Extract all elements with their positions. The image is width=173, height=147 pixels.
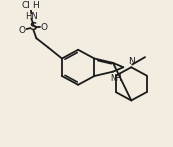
Text: O: O: [18, 26, 25, 35]
Text: H: H: [32, 1, 39, 10]
Text: HN: HN: [25, 12, 38, 21]
Text: Cl: Cl: [21, 1, 30, 10]
Text: O: O: [41, 23, 48, 32]
Text: NH: NH: [110, 74, 122, 83]
Text: N: N: [128, 57, 135, 66]
Text: S: S: [30, 22, 37, 32]
